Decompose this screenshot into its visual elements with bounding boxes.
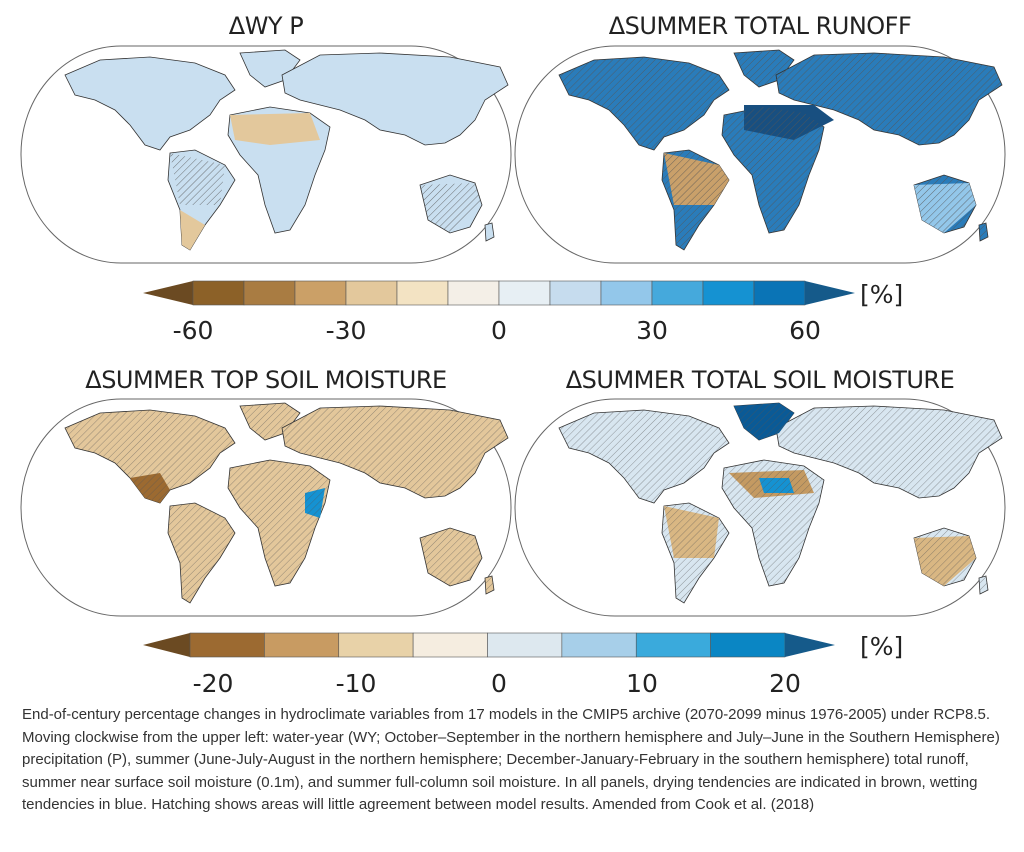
colorbar-bin (412, 632, 488, 658)
colorbar-bin (498, 280, 551, 306)
colorbar-tick: -10 (335, 669, 377, 698)
map-summer-top-soil-moisture (20, 398, 512, 617)
colorbar-bin (264, 632, 340, 658)
colorbar-top (143, 280, 855, 306)
figure-caption: End-of-century percentage changes in hyd… (22, 706, 1000, 813)
colorbar-bin (561, 632, 637, 658)
colorbar-tick: 0 (491, 669, 507, 698)
colorbar-bin (702, 280, 755, 306)
colorbar-tick: 20 (769, 669, 801, 698)
colorbar-unit: [%] (860, 280, 904, 309)
colorbar-extend-high (805, 281, 855, 305)
colorbar-bin (243, 280, 296, 306)
colorbar-bin (338, 632, 414, 658)
colorbar-extend-low (143, 281, 193, 305)
map-summer-total-soil-moisture (514, 398, 1006, 617)
colorbar-bin (396, 280, 449, 306)
colorbar-tick: -20 (192, 669, 234, 698)
colorbar-bin (710, 632, 786, 658)
colorbar-tick: 10 (626, 669, 658, 698)
colorbar-bin (447, 280, 500, 306)
panel-title: ΔWY P (228, 12, 304, 40)
map-summer-total-runoff (514, 45, 1006, 264)
colorbar-tick: 30 (636, 316, 668, 345)
map-wy-precipitation (20, 45, 512, 264)
colorbar-bin (294, 280, 347, 306)
colorbar-tick: -60 (172, 316, 214, 345)
colorbar-bin (753, 280, 806, 306)
colorbar-bin (487, 632, 563, 658)
colorbar-bottom (143, 632, 835, 658)
colorbar-bin (192, 280, 245, 306)
panel-title: ΔSUMMER TOP SOIL MOISTURE (85, 366, 447, 394)
colorbar-tick: 0 (491, 316, 507, 345)
colorbar-bin (651, 280, 704, 306)
colorbar-tick: 60 (789, 316, 821, 345)
colorbar-bin (600, 280, 653, 306)
colorbar-bin (345, 280, 398, 306)
colorbar-extend-high (785, 633, 835, 657)
panel-title: ΔSUMMER TOTAL RUNOFF (608, 12, 912, 40)
colorbar-bin (635, 632, 711, 658)
colorbar-extend-low (143, 633, 190, 657)
colorbar-tick: -30 (325, 316, 367, 345)
colorbar-unit: [%] (860, 632, 904, 661)
colorbar-bin (189, 632, 265, 658)
colorbar-bin (549, 280, 602, 306)
panel-title: ΔSUMMER TOTAL SOIL MOISTURE (565, 366, 955, 394)
